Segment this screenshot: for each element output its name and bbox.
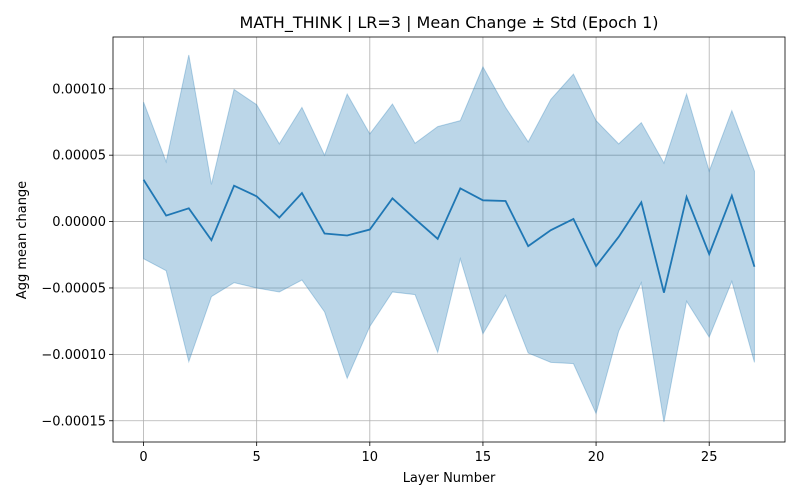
y-tick-label: 0.00010 — [52, 82, 106, 97]
x-tick-label: 5 — [253, 450, 261, 465]
x-tick-label: 10 — [362, 450, 379, 465]
chart-title: MATH_THINK | LR=3 | Mean Change ± Std (E… — [240, 13, 659, 33]
x-tick-label: 25 — [701, 450, 718, 465]
ticks: 0 5 10 15 20 25 −0.00015 −0.00010 −0.00005 0.0000… — [41, 82, 717, 465]
x-tick-label: 0 — [139, 450, 147, 465]
std-band — [143, 54, 755, 423]
x-tick-label: 20 — [588, 450, 605, 465]
x-tick-label: 15 — [475, 450, 492, 465]
y-tick-label: −0.00010 — [41, 348, 106, 363]
y-tick-label: 0.00000 — [52, 215, 106, 230]
x-axis-label: Layer Number — [403, 471, 496, 486]
y-tick-label: −0.00005 — [41, 281, 106, 296]
y-axis-label: Agg mean change — [15, 181, 30, 299]
grid — [113, 37, 785, 442]
mean-line — [142, 179, 756, 293]
y-tick-label: −0.00015 — [41, 414, 106, 429]
y-tick-label: 0.00005 — [52, 149, 106, 164]
plot-frame — [112, 36, 786, 443]
